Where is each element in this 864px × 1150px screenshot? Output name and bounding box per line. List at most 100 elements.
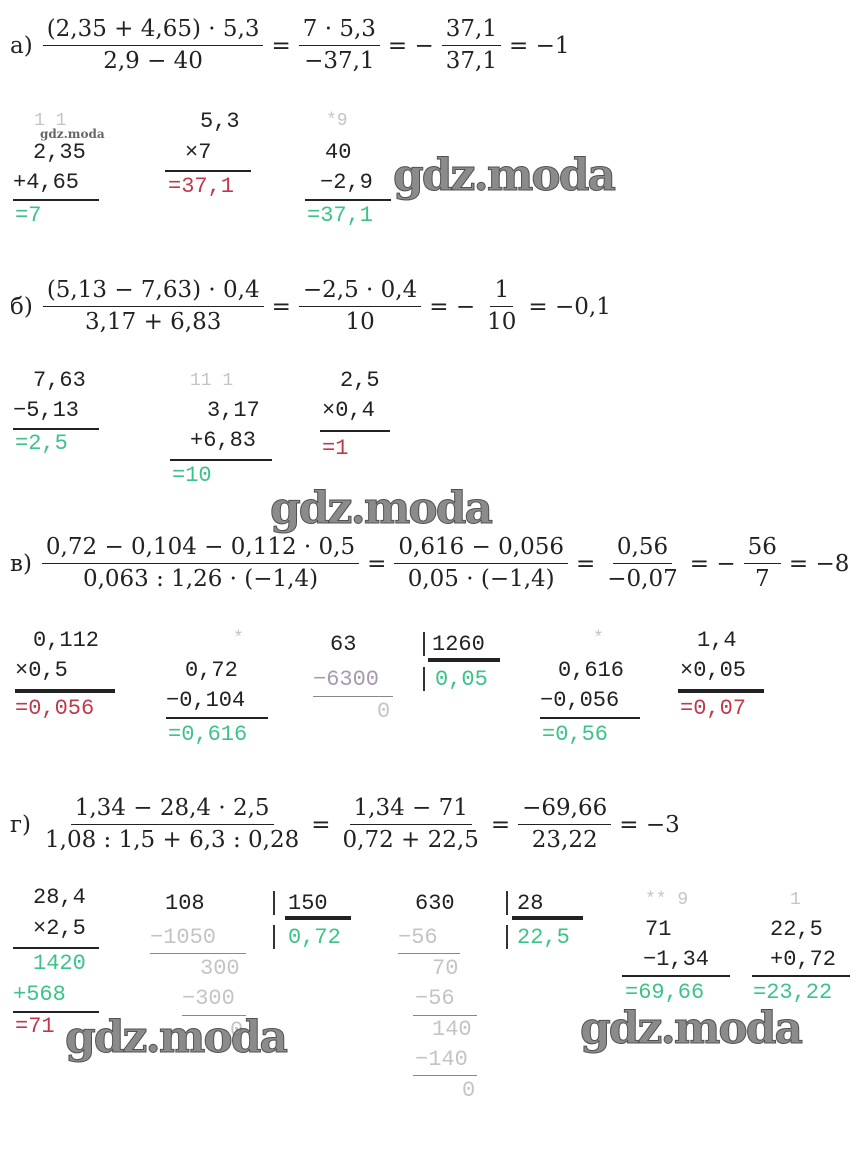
divider-line [305, 199, 391, 201]
result: = −1 [508, 32, 570, 59]
subtrahend: −6300 [313, 667, 380, 692]
division-bar [423, 632, 425, 656]
operand: ×0,4 [322, 398, 375, 423]
result: =10 [172, 463, 212, 488]
label-a: а) [10, 32, 33, 59]
operator: = [576, 550, 596, 577]
divider-line [285, 916, 351, 920]
numerator: −69,66 [518, 793, 612, 826]
watermark-logo: gdz.moda [64, 1012, 288, 1064]
subtrahend: −56 [415, 986, 455, 1011]
watermark-logo: gdz.moda [269, 483, 493, 535]
watermark-logo: gdz.moda [579, 1003, 803, 1055]
equation-v: в) 0,72 − 0,104 − 0,112 · 0,5 0,063 : 1,2… [10, 532, 853, 595]
carry: * [593, 629, 604, 649]
result: =37,1 [168, 174, 235, 199]
numerator: (5,13 − 7,63) · 0,4 [42, 275, 264, 308]
operand: −1,34 [643, 947, 710, 972]
operand: ×7 [185, 140, 212, 165]
divider-line [540, 717, 640, 719]
remainder: 0 [230, 1018, 244, 1043]
carry: *9 [326, 111, 348, 131]
operand: −0,104 [166, 688, 246, 713]
fraction: 37,1 37,1 [441, 14, 501, 77]
numerator: 0,56 [612, 532, 673, 565]
subtrahend: −140 [415, 1047, 468, 1072]
divider-line [165, 170, 251, 172]
dividend: 630 [415, 891, 455, 916]
numerator: 0,616 − 0,056 [394, 532, 568, 565]
operator: = − [387, 32, 434, 59]
equation-a: а) (2,35 + 4,65) · 5,3 2,9 − 40 = 7 · 5,3… [10, 14, 573, 77]
divider-line [13, 428, 99, 430]
result: =23,22 [753, 980, 833, 1005]
divider-line [13, 947, 99, 949]
operand: 0,616 [558, 658, 625, 683]
division-bar [273, 891, 275, 915]
result: =2,5 [15, 431, 68, 456]
divider-line [182, 1015, 246, 1016]
operand: 7,63 [33, 368, 86, 393]
label-g: г) [10, 811, 32, 838]
result: =1 [322, 436, 349, 461]
operand: 0,112 [33, 628, 100, 653]
fraction: 1 10 [483, 275, 520, 338]
divider-line [13, 199, 99, 201]
result: =0,616 [168, 722, 248, 747]
divider-line [678, 689, 764, 693]
denominator: −0,07 [607, 566, 678, 593]
watermark-logo: gdz.moda [40, 127, 105, 141]
result: =0,07 [680, 696, 747, 721]
subtrahend: −1050 [150, 925, 217, 950]
result: =0,056 [15, 696, 95, 721]
fraction: 1,34 − 71 0,72 + 22,5 [339, 793, 483, 856]
divider-line [622, 975, 730, 977]
denominator: 0,063 : 1,26 · (−1,4) [82, 566, 319, 593]
fraction: 7 · 5,3 −37,1 [298, 14, 380, 77]
result: =0,56 [542, 722, 609, 747]
fraction: 56 7 [743, 532, 781, 595]
operand: 1,4 [697, 628, 737, 653]
operand: ×0,5 [15, 658, 68, 683]
result: =7 [15, 203, 42, 228]
fraction: 0,616 − 0,056 0,05 · (−1,4) [394, 532, 568, 595]
operand: 28,4 [33, 885, 86, 910]
denominator: 23,22 [531, 827, 598, 854]
divider-line [166, 717, 268, 719]
subtrahend: −300 [182, 986, 235, 1011]
division-bar [506, 925, 508, 949]
fraction: 0,72 − 0,104 − 0,112 · 0,5 0,063 : 1,26 ·… [41, 532, 360, 595]
operand: +0,72 [770, 947, 837, 972]
operand: 22,5 [770, 917, 823, 942]
divider-line [512, 916, 583, 920]
operand: ×0,05 [680, 658, 747, 683]
equation-g: г) 1,34 − 28,4 · 2,5 1,08 : 1,5 + 6,3 : 0… [10, 793, 684, 856]
result: = −8 [788, 550, 850, 577]
subtrahend: −56 [398, 925, 438, 950]
carry: 1 [790, 890, 801, 910]
remainder: 300 [200, 956, 240, 981]
divider-line [13, 1011, 99, 1013]
divider-line [428, 658, 500, 662]
fraction: 0,56 −0,07 [603, 532, 681, 595]
label-b: б) [10, 293, 33, 320]
numerator: (2,35 + 4,65) · 5,3 [42, 14, 264, 47]
remainder: 0 [462, 1078, 476, 1103]
carry: * [233, 629, 244, 649]
denominator: 0,05 · (−1,4) [407, 566, 555, 593]
divisor: 28 [517, 891, 544, 916]
denominator: 7 [754, 566, 770, 593]
divider-line [752, 975, 850, 977]
division-bar [273, 925, 275, 949]
operand: 2,35 [33, 140, 86, 165]
operand: 40 [325, 140, 352, 165]
result: =37,1 [307, 203, 374, 228]
numerator: 1,34 − 28,4 · 2,5 [70, 793, 274, 826]
divider-line [313, 696, 393, 697]
operand: ×2,5 [33, 916, 86, 941]
operator: = [367, 550, 387, 577]
operand: −2,9 [320, 170, 373, 195]
numerator: −2,5 · 0,4 [298, 275, 422, 308]
operand: 5,3 [200, 109, 240, 134]
fraction: (2,35 + 4,65) · 5,3 2,9 − 40 [42, 14, 264, 77]
